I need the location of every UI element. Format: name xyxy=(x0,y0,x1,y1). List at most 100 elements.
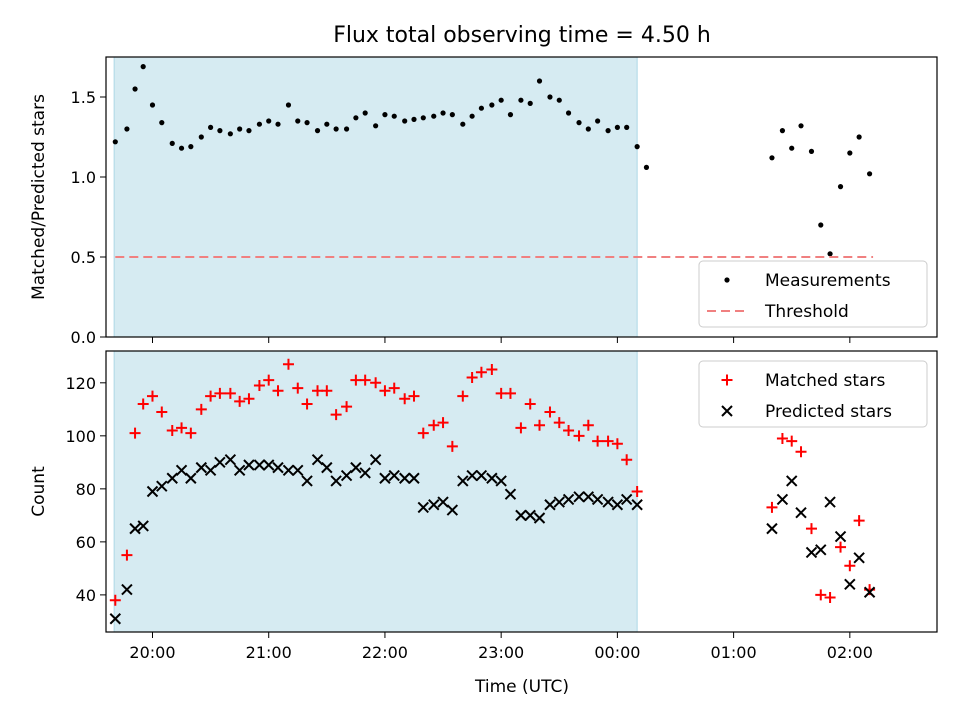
data-point xyxy=(853,552,865,564)
data-point xyxy=(195,403,207,415)
legend-marker xyxy=(721,374,733,386)
data-point xyxy=(489,102,495,108)
data-point xyxy=(856,134,862,140)
observing-span-shade xyxy=(113,56,638,338)
data-point xyxy=(166,425,178,437)
data-point xyxy=(256,121,263,127)
data-point xyxy=(835,541,847,553)
data-point xyxy=(847,150,853,156)
data-point xyxy=(866,171,873,177)
data-point xyxy=(341,401,353,413)
data-point xyxy=(766,501,778,513)
y-tick-label: 120 xyxy=(65,374,96,393)
data-point xyxy=(495,387,507,399)
data-point xyxy=(359,374,371,386)
data-point xyxy=(214,387,226,399)
data-point xyxy=(353,115,359,121)
data-point xyxy=(343,126,350,132)
data-point xyxy=(340,469,353,482)
data-point xyxy=(466,372,478,384)
data-point xyxy=(585,126,591,132)
data-point xyxy=(408,390,420,402)
data-point xyxy=(420,115,426,121)
data-point xyxy=(243,459,255,471)
data-point xyxy=(786,435,798,447)
data-point xyxy=(766,522,778,535)
data-point xyxy=(301,475,313,487)
data-point xyxy=(620,493,633,506)
data-point xyxy=(333,126,339,132)
data-point xyxy=(824,592,836,604)
data-point xyxy=(156,480,168,492)
data-point xyxy=(321,385,333,397)
data-point xyxy=(234,395,246,407)
data-point xyxy=(563,425,575,437)
data-point xyxy=(631,499,643,511)
data-point xyxy=(350,461,362,474)
data-point xyxy=(388,382,400,394)
data-point xyxy=(533,512,546,524)
series-measurements xyxy=(112,64,873,257)
legend-marker xyxy=(724,277,730,283)
data-point xyxy=(614,124,620,130)
data-point xyxy=(214,456,226,469)
data-point xyxy=(805,546,818,559)
data-point xyxy=(176,422,188,434)
data-point xyxy=(844,560,856,572)
data-point xyxy=(178,145,185,151)
data-point xyxy=(504,387,516,399)
data-point xyxy=(399,393,411,405)
x-tick-label: 22:00 xyxy=(362,643,408,662)
data-point xyxy=(524,509,536,522)
x-tick-label: 20:00 xyxy=(129,643,175,662)
data-point xyxy=(243,393,255,405)
data-point xyxy=(149,102,156,108)
data-point xyxy=(272,461,284,474)
data-point xyxy=(195,461,208,474)
data-point xyxy=(121,583,133,596)
data-point xyxy=(204,464,217,476)
data-point xyxy=(146,390,158,402)
data-point xyxy=(175,464,188,476)
legend-box xyxy=(698,360,928,428)
data-point xyxy=(527,100,533,106)
data-point xyxy=(382,112,388,118)
data-point xyxy=(457,390,469,402)
data-point xyxy=(815,544,827,556)
y-tick-label: 40 xyxy=(76,586,96,605)
data-point xyxy=(486,472,498,484)
data-point xyxy=(631,486,643,497)
data-point xyxy=(795,446,807,458)
data-point xyxy=(140,64,146,70)
axes-frame xyxy=(105,350,938,633)
data-point xyxy=(834,530,847,543)
data-point xyxy=(112,139,118,145)
data-point xyxy=(495,475,507,487)
x-tick-label: 00:00 xyxy=(594,643,640,662)
series-predicted-stars xyxy=(109,453,876,625)
data-point xyxy=(217,128,223,134)
data-point xyxy=(440,110,446,116)
data-point xyxy=(602,496,614,508)
data-point xyxy=(321,461,333,474)
data-point xyxy=(595,118,601,124)
data-point xyxy=(498,97,504,103)
legend-label: Threshold xyxy=(764,302,849,322)
x-tick-label: 02:00 xyxy=(827,643,873,662)
y-tick-label: 60 xyxy=(76,533,96,552)
data-point xyxy=(275,121,281,127)
data-point xyxy=(292,464,304,476)
data-point xyxy=(553,417,565,429)
data-point xyxy=(515,422,527,434)
data-point xyxy=(573,491,585,503)
count-panel: 40 60 80 100 120 20:00 21:00 22:00 23:00 00:00 01:… xyxy=(29,350,938,662)
data-point xyxy=(769,155,775,161)
data-point xyxy=(518,97,524,103)
x-tick-label: 23:00 xyxy=(478,643,524,662)
data-point xyxy=(437,417,449,429)
data-point xyxy=(227,131,233,137)
data-point xyxy=(263,374,275,386)
data-point xyxy=(824,496,836,508)
data-point xyxy=(776,432,788,444)
